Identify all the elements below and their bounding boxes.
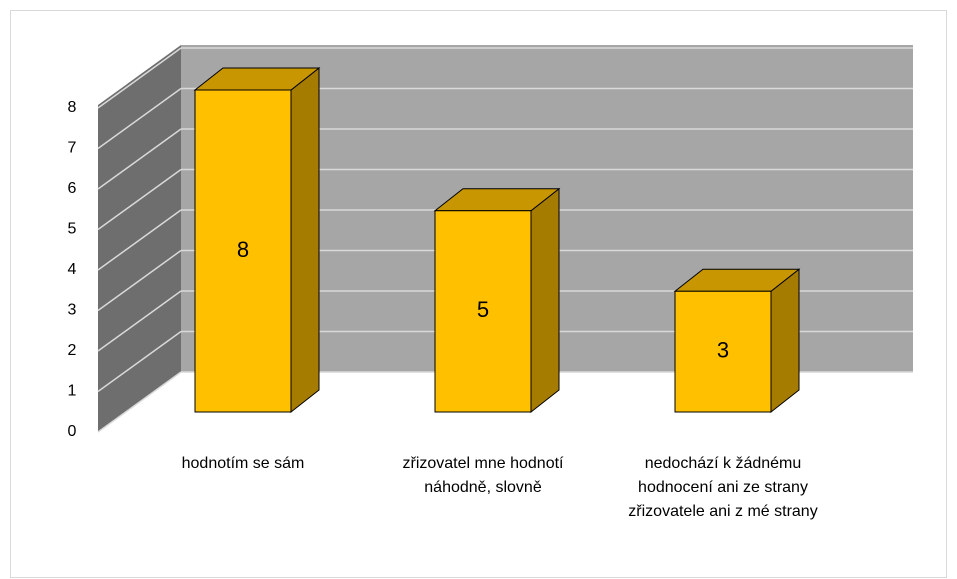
x-tick-label: hodnotím se sám [181, 455, 305, 472]
y-tick-label: 4 [68, 261, 77, 278]
value-label: 3 [717, 337, 729, 362]
grid-line [97, 290, 182, 352]
y-tick-label: 0 [68, 423, 77, 440]
value-label: 8 [237, 237, 249, 262]
grid-line [97, 330, 182, 393]
bar [434, 210, 532, 413]
bar [674, 290, 772, 413]
grid-line [97, 47, 182, 109]
y-tick-label: 8 [68, 99, 77, 116]
grid-line [97, 87, 182, 150]
bar-side [530, 187, 560, 414]
grid-line [97, 168, 182, 231]
y-tick-label: 1 [68, 383, 77, 400]
grid-line [97, 128, 182, 190]
value-label: 5 [477, 297, 489, 322]
y-tick-label: 5 [68, 221, 77, 238]
y-tick-label: 6 [68, 180, 77, 197]
x-tick-label: zřizovatel mne hodnotí náhodně, slovně [402, 455, 564, 496]
bar-side [770, 268, 800, 414]
x-tick-label: nedochází k žádnému hodnocení ani ze str… [628, 455, 818, 520]
bar-side [290, 66, 320, 414]
bar [194, 89, 292, 413]
y-tick-label: 3 [68, 302, 77, 319]
grid-line [97, 209, 182, 271]
y-tick-label: 7 [68, 140, 77, 157]
side-wall [98, 45, 181, 432]
grid-line [97, 371, 182, 433]
y-tick-label: 2 [68, 342, 77, 359]
grid-line [97, 249, 182, 312]
